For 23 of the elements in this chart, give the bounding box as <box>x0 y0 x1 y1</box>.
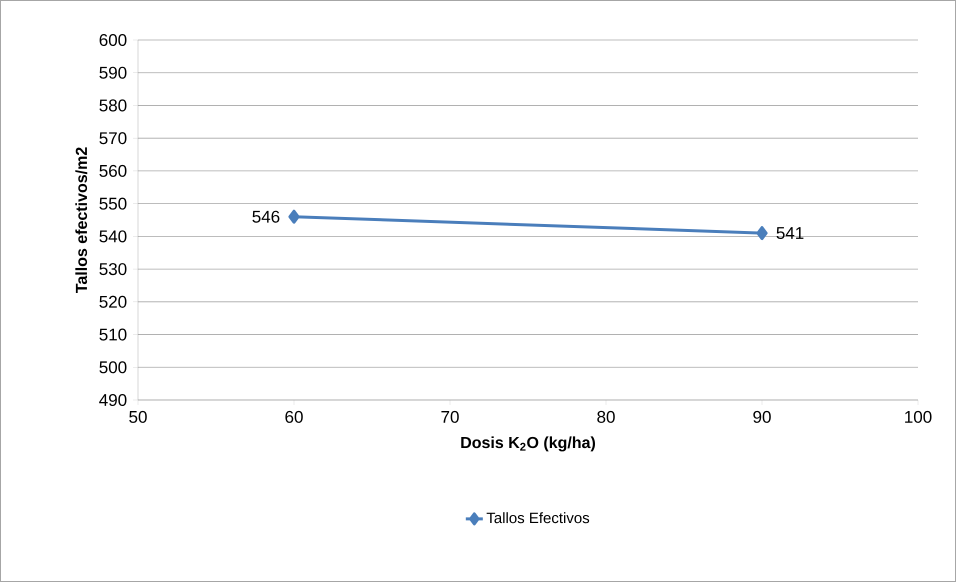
y-tick-label: 520 <box>99 296 126 308</box>
data-label: 541 <box>776 227 804 240</box>
y-tick-label: 570 <box>99 132 126 144</box>
y-axis-title: Tallos efectivos/m2 <box>75 147 88 294</box>
data-label: 546 <box>252 210 280 223</box>
y-tick-label: 490 <box>99 394 126 406</box>
x-tick-label: 100 <box>905 410 932 423</box>
y-tick-label: 540 <box>99 230 126 242</box>
y-tick-label: 550 <box>99 198 126 210</box>
y-tick-label: 500 <box>99 361 126 374</box>
y-tick-label: 590 <box>99 66 126 79</box>
x-tick-label: 90 <box>753 410 771 423</box>
legend-label: Tallos Efectivos <box>486 512 590 524</box>
y-tick-label: 510 <box>99 328 126 341</box>
x-tick-label: 50 <box>129 410 147 423</box>
x-tick-label: 70 <box>441 410 459 423</box>
x-axis-title: Dosis K$_{2}$O (kg/ha) <box>461 436 596 452</box>
y-tick-label: 560 <box>99 164 126 177</box>
x-tick-label: 80 <box>597 410 615 423</box>
y-tick-label: 600 <box>100 34 126 46</box>
y-tick-label: 530 <box>99 263 126 276</box>
x-tick-label: 60 <box>285 410 303 423</box>
y-tick-label: 580 <box>99 99 126 112</box>
